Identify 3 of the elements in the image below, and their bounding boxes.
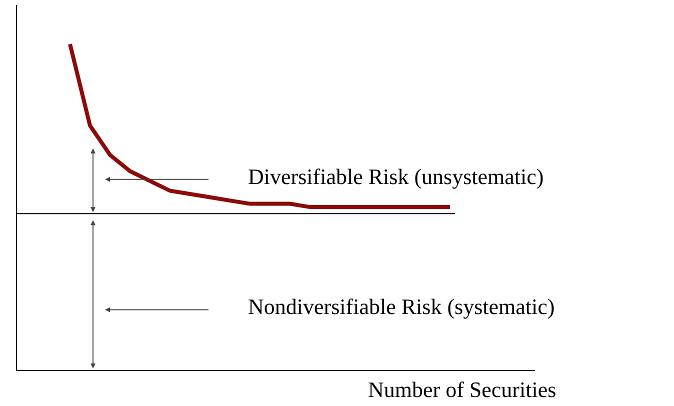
annotation: Diversifiable Risk (unsystematic) xyxy=(248,164,544,189)
x-axis-title: Number of Securities xyxy=(368,377,556,402)
annotation: Nondiversifiable Risk (systematic) xyxy=(248,294,555,319)
